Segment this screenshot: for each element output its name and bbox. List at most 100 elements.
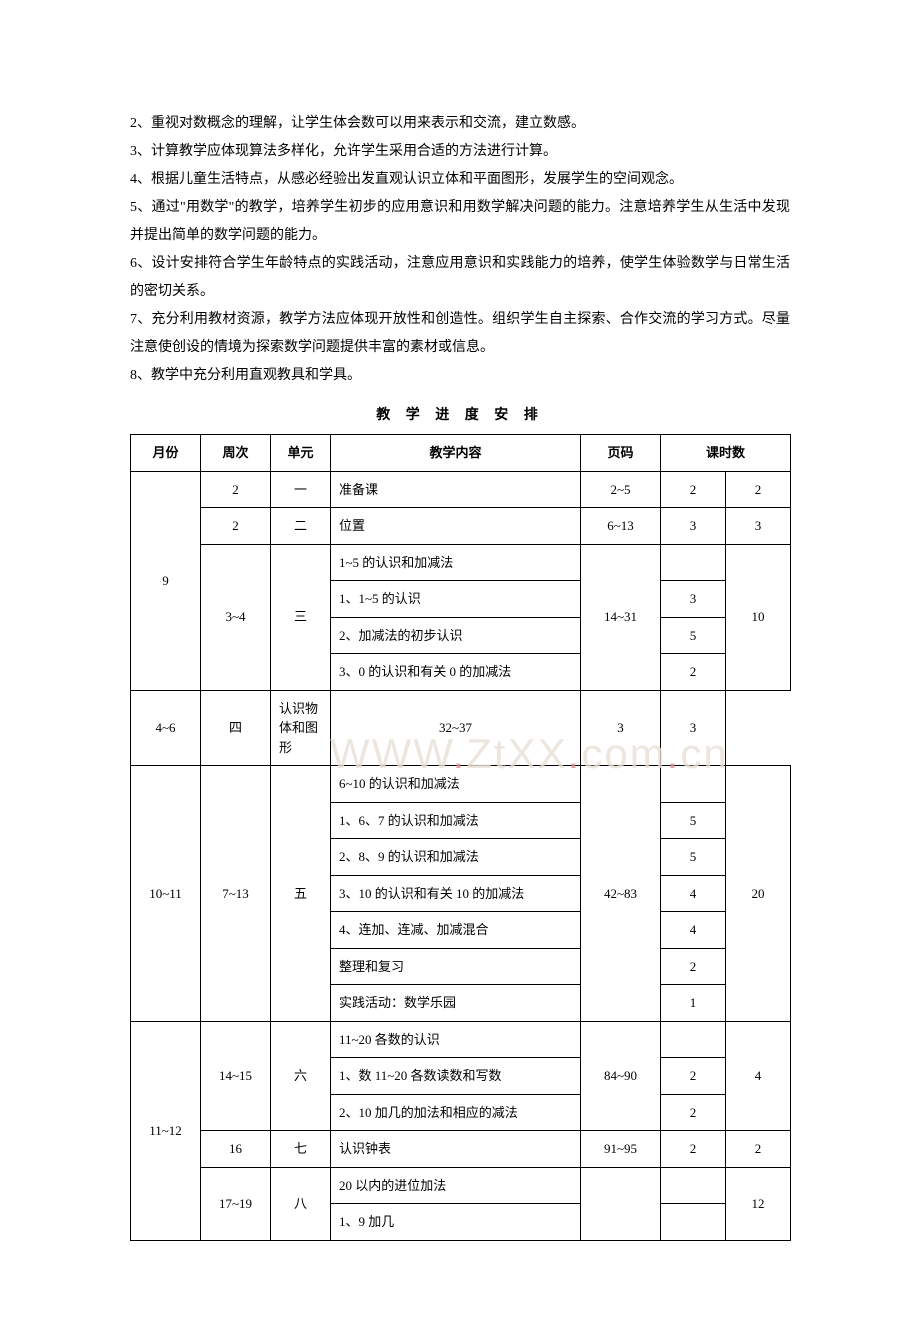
cell-week: 2 <box>201 508 271 545</box>
cell-month: 11~12 <box>131 1021 201 1240</box>
th-month: 月份 <box>131 435 201 472</box>
cell-sub-hours: 3 <box>581 690 661 766</box>
cell-week: 17~19 <box>201 1167 271 1240</box>
cell-pages: 32~37 <box>331 690 581 766</box>
cell-total-hours: 2 <box>726 471 791 508</box>
cell-content: 1、9 加几 <box>331 1204 581 1241</box>
cell-content: 2、加减法的初步认识 <box>331 617 581 654</box>
cell-sub-hours <box>661 1021 726 1058</box>
cell-month: 10~11 <box>131 766 201 1022</box>
cell-pages: 6~13 <box>581 508 661 545</box>
body-paragraph: 2、重视对数概念的理解，让学生体会数可以用来表示和交流，建立数感。 <box>130 110 790 138</box>
cell-content: 2、10 加几的加法和相应的减法 <box>331 1094 581 1131</box>
cell-sub-hours: 3 <box>661 581 726 618</box>
cell-sub-hours: 4 <box>661 912 726 949</box>
cell-sub-hours <box>661 1167 726 1204</box>
cell-sub-hours: 1 <box>661 985 726 1022</box>
cell-sub-hours: 5 <box>661 617 726 654</box>
cell-content: 1~5 的认识和加减法 <box>331 544 581 581</box>
cell-unit: 七 <box>271 1131 331 1168</box>
cell-total-hours: 2 <box>726 1131 791 1168</box>
table-row: 2二位置6~1333 <box>131 508 791 545</box>
cell-sub-hours <box>661 766 726 803</box>
cell-pages: 91~95 <box>581 1131 661 1168</box>
cell-sub-hours <box>661 1204 726 1241</box>
cell-content: 2、8、9 的认识和加减法 <box>331 839 581 876</box>
cell-pages: 14~31 <box>581 544 661 690</box>
th-content: 教学内容 <box>331 435 581 472</box>
cell-content: 认识钟表 <box>331 1131 581 1168</box>
cell-content: 20 以内的进位加法 <box>331 1167 581 1204</box>
cell-sub-hours: 2 <box>661 471 726 508</box>
table-header-row: 月份 周次 单元 教学内容 页码 课时数 <box>131 435 791 472</box>
cell-total-hours: 10 <box>726 544 791 690</box>
body-paragraph: 8、教学中充分利用直观教具和学具。 <box>130 362 790 390</box>
table-row: 4~6四认识物体和图形32~3733 <box>131 690 791 766</box>
cell-week: 2 <box>201 471 271 508</box>
cell-content: 6~10 的认识和加减法 <box>331 766 581 803</box>
cell-sub-hours: 3 <box>661 508 726 545</box>
cell-content: 1、6、7 的认识和加减法 <box>331 802 581 839</box>
body-paragraph: 3、计算教学应体现算法多样化，允许学生采用合适的方法进行计算。 <box>130 138 790 166</box>
cell-sub-hours: 2 <box>661 654 726 691</box>
cell-pages: 42~83 <box>581 766 661 1022</box>
cell-content: 4、连加、连减、加减混合 <box>331 912 581 949</box>
cell-total-hours: 4 <box>726 1021 791 1131</box>
cell-sub-hours: 5 <box>661 839 726 876</box>
body-paragraph: 6、设计安排符合学生年龄特点的实践活动，注意应用意识和实践能力的培养，使学生体验… <box>130 250 790 306</box>
cell-content: 1、1~5 的认识 <box>331 581 581 618</box>
cell-sub-hours <box>661 544 726 581</box>
cell-content: 位置 <box>331 508 581 545</box>
cell-unit: 一 <box>271 471 331 508</box>
table-row: 16七认识钟表91~9522 <box>131 1131 791 1168</box>
cell-total-hours: 3 <box>726 508 791 545</box>
th-week: 周次 <box>201 435 271 472</box>
cell-pages <box>581 1167 661 1240</box>
cell-week: 16 <box>201 1131 271 1168</box>
cell-content: 准备课 <box>331 471 581 508</box>
cell-pages: 84~90 <box>581 1021 661 1131</box>
table-row: 92一准备课2~522 <box>131 471 791 508</box>
cell-week: 4~6 <box>131 690 201 766</box>
th-hours: 课时数 <box>661 435 791 472</box>
table-row: 17~19八20 以内的进位加法12 <box>131 1167 791 1204</box>
cell-week: 7~13 <box>201 766 271 1022</box>
cell-unit: 五 <box>271 766 331 1022</box>
cell-unit: 八 <box>271 1167 331 1240</box>
body-paragraphs: 2、重视对数概念的理解，让学生体会数可以用来表示和交流，建立数感。3、计算教学应… <box>130 110 790 390</box>
cell-week: 3~4 <box>201 544 271 690</box>
cell-sub-hours: 5 <box>661 802 726 839</box>
cell-content: 认识物体和图形 <box>271 690 331 766</box>
cell-unit: 三 <box>271 544 331 690</box>
th-pages: 页码 <box>581 435 661 472</box>
table-body: 92一准备课2~5222二位置6~13333~4三1~5 的认识和加减法14~3… <box>131 471 791 1240</box>
cell-total-hours: 12 <box>726 1167 791 1240</box>
cell-unit: 二 <box>271 508 331 545</box>
cell-pages: 2~5 <box>581 471 661 508</box>
cell-content: 3、0 的认识和有关 0 的加减法 <box>331 654 581 691</box>
cell-content: 1、数 11~20 各数读数和写数 <box>331 1058 581 1095</box>
cell-total-hours: 3 <box>661 690 726 766</box>
th-unit: 单元 <box>271 435 331 472</box>
cell-sub-hours: 2 <box>661 948 726 985</box>
cell-sub-hours: 4 <box>661 875 726 912</box>
table-row: 10~117~13五6~10 的认识和加减法42~8320 <box>131 766 791 803</box>
body-paragraph: 5、通过"用数学"的教学，培养学生初步的应用意识和用数学解决问题的能力。注意培养… <box>130 194 790 250</box>
cell-unit: 四 <box>201 690 271 766</box>
cell-month: 9 <box>131 471 201 690</box>
cell-week: 14~15 <box>201 1021 271 1131</box>
cell-sub-hours: 2 <box>661 1131 726 1168</box>
cell-unit: 六 <box>271 1021 331 1131</box>
table-row: 3~4三1~5 的认识和加减法14~3110 <box>131 544 791 581</box>
table-row: 11~1214~15六11~20 各数的认识84~904 <box>131 1021 791 1058</box>
cell-sub-hours: 2 <box>661 1094 726 1131</box>
cell-content: 整理和复习 <box>331 948 581 985</box>
page: 2、重视对数概念的理解，让学生体会数可以用来表示和交流，建立数感。3、计算教学应… <box>130 110 790 1241</box>
section-title: 教 学 进 度 安 排 <box>130 404 790 424</box>
body-paragraph: 4、根据儿童生活特点，从感必经验出发直观认识立体和平面图形，发展学生的空间观念。 <box>130 166 790 194</box>
cell-sub-hours: 2 <box>661 1058 726 1095</box>
cell-total-hours: 20 <box>726 766 791 1022</box>
body-paragraph: 7、充分利用教材资源，教学方法应体现开放性和创造性。组织学生自主探索、合作交流的… <box>130 306 790 362</box>
cell-content: 3、10 的认识和有关 10 的加减法 <box>331 875 581 912</box>
schedule-table: 月份 周次 单元 教学内容 页码 课时数 92一准备课2~5222二位置6~13… <box>130 434 791 1241</box>
